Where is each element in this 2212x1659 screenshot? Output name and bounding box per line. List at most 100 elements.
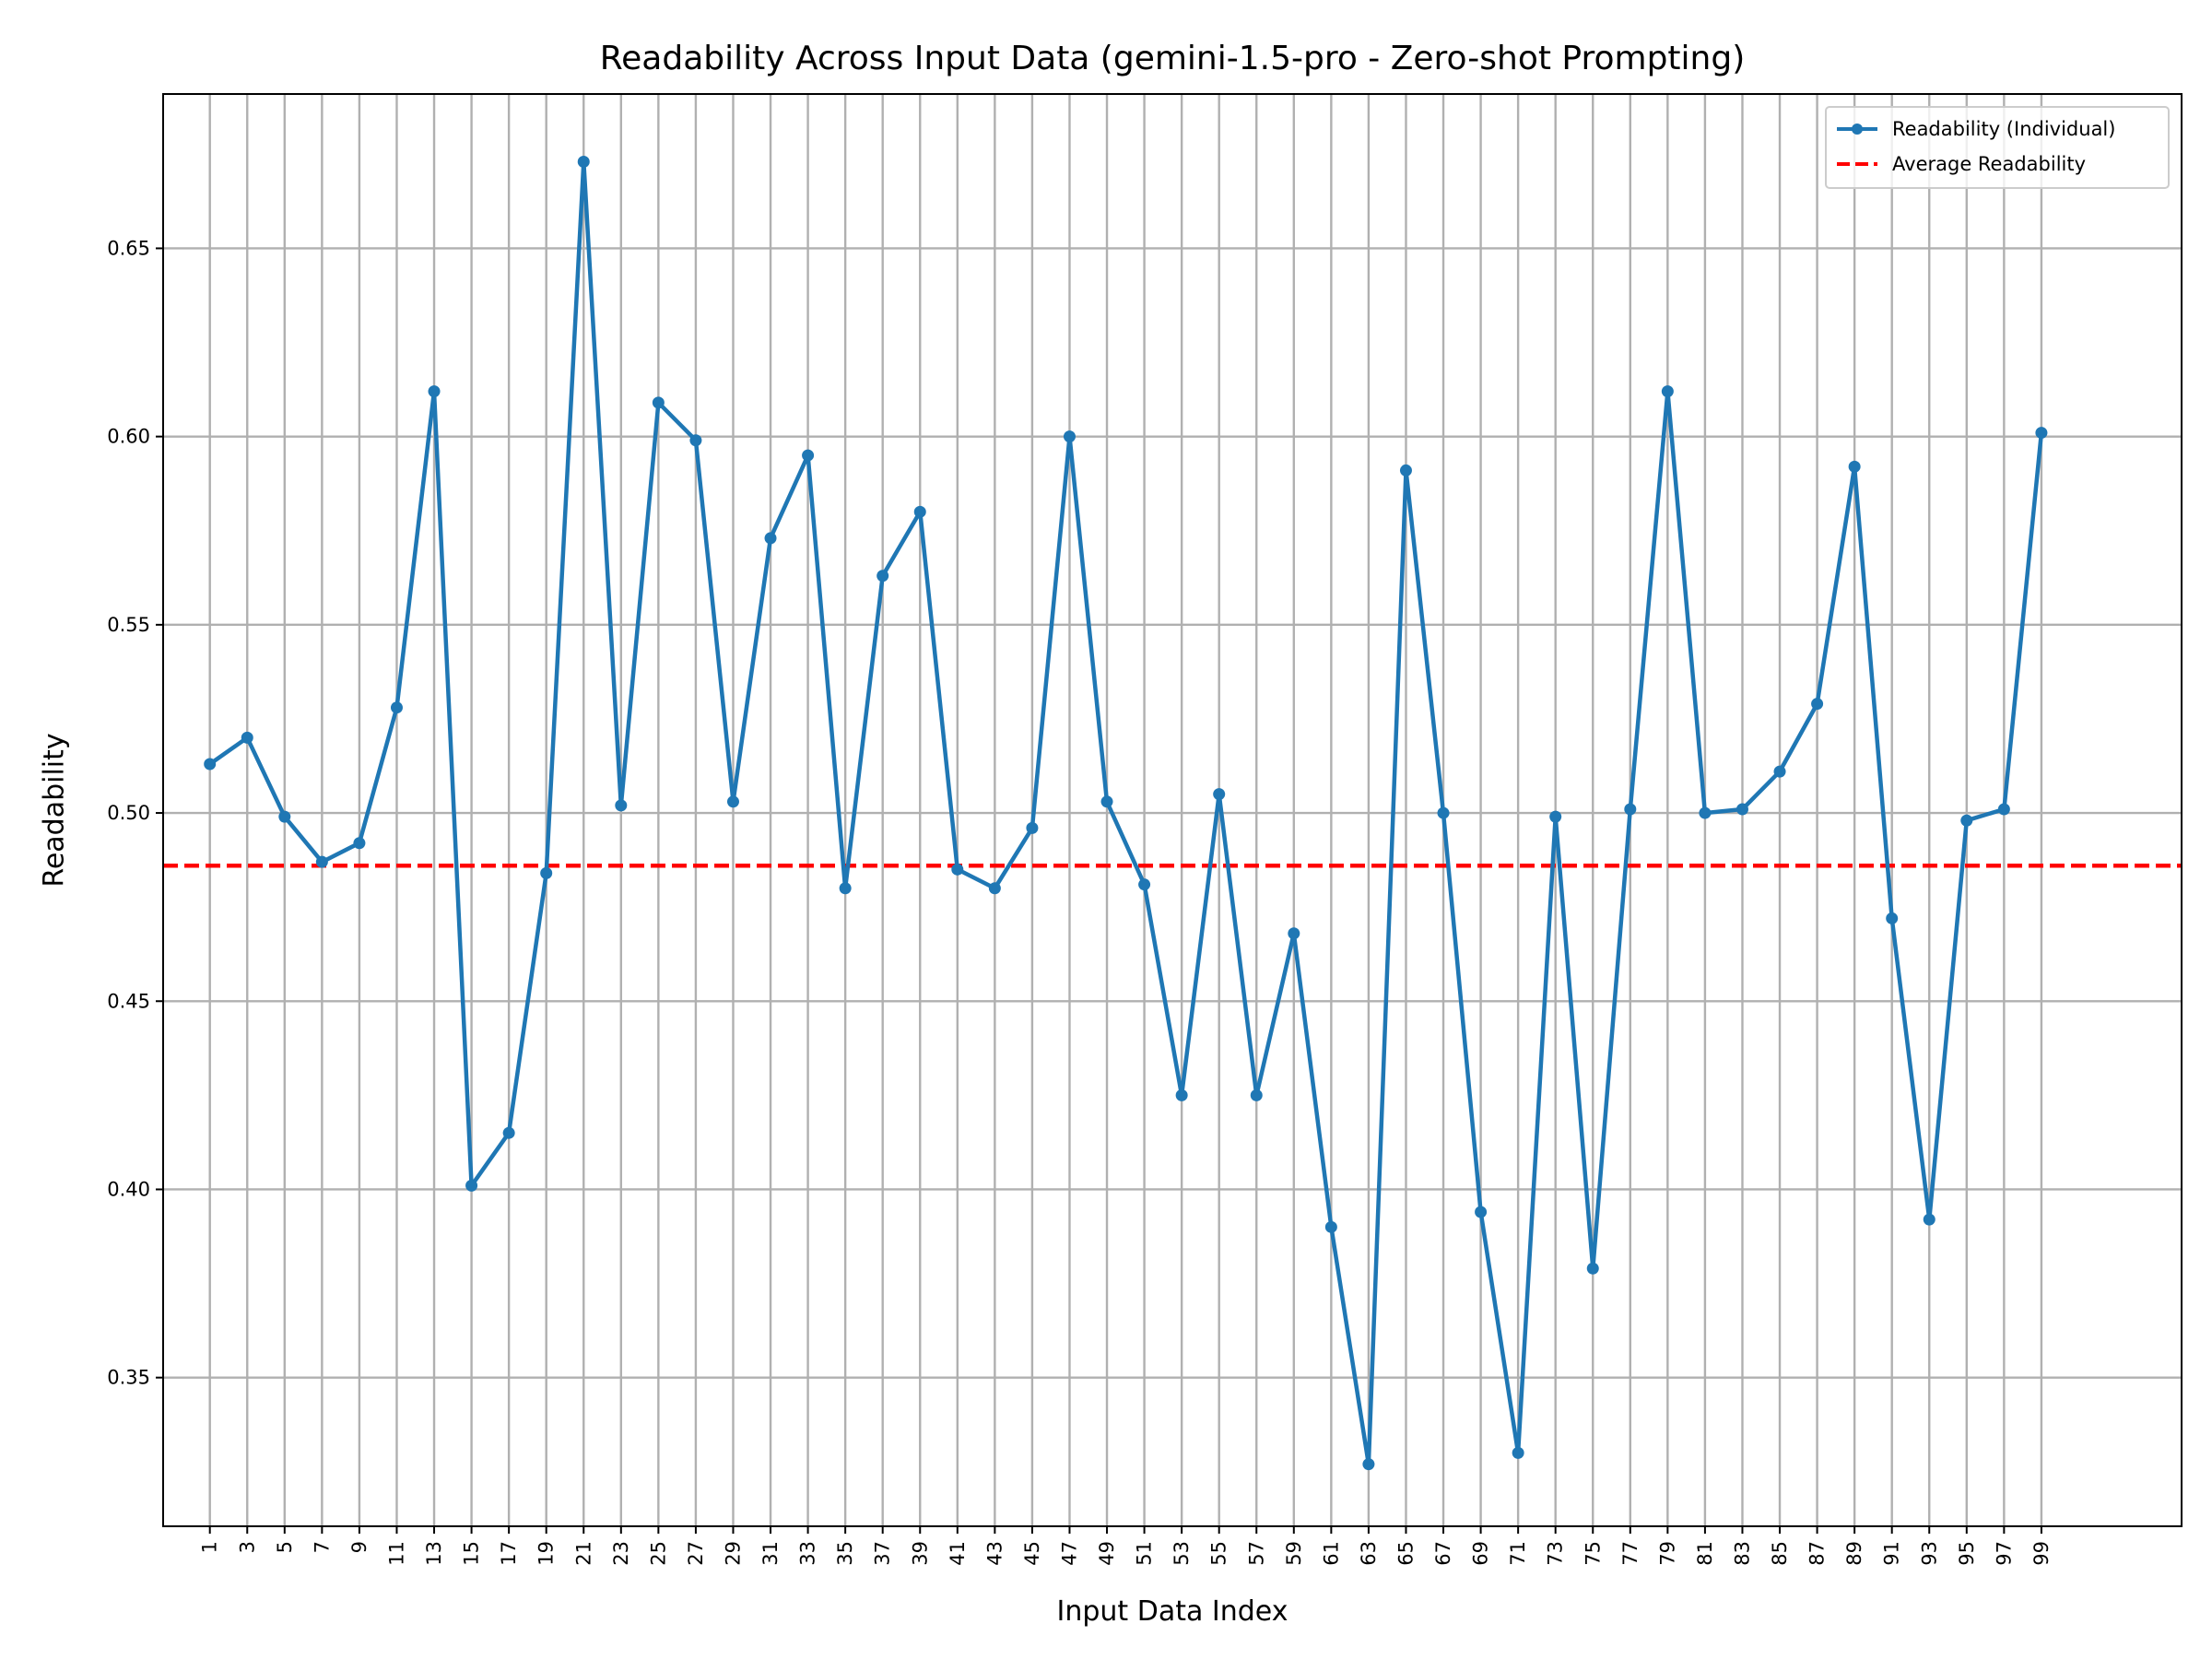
y-tick-label: 0.35 bbox=[107, 1367, 150, 1389]
readability-data-point bbox=[1026, 821, 1039, 834]
legend-box bbox=[1825, 106, 2170, 189]
readability-data-point bbox=[839, 882, 852, 895]
x-tick-label: 9 bbox=[348, 1541, 371, 1553]
x-tick-label: 75 bbox=[1582, 1541, 1604, 1566]
x-tick-label: 1 bbox=[199, 1541, 221, 1553]
readability-data-point bbox=[615, 799, 628, 812]
x-tick-label: 17 bbox=[498, 1541, 520, 1566]
x-tick-label: 83 bbox=[1731, 1541, 1753, 1566]
readability-data-point bbox=[802, 449, 815, 462]
readability-data-point bbox=[1923, 1213, 1936, 1226]
readability-series-layer bbox=[204, 156, 2048, 1471]
x-tick-label: 33 bbox=[797, 1541, 819, 1566]
x-tick-label: 87 bbox=[1806, 1541, 1829, 1566]
readability-data-point bbox=[1960, 814, 1973, 827]
readability-data-point bbox=[1399, 464, 1412, 477]
readability-data-point bbox=[1063, 430, 1076, 443]
x-tick-label: 55 bbox=[1208, 1541, 1230, 1566]
readability-data-point bbox=[1250, 1088, 1263, 1101]
x-tick-label: 77 bbox=[1619, 1541, 1641, 1566]
legend-label-individual: Readability (Individual) bbox=[1892, 118, 2115, 140]
x-tick-label: 29 bbox=[722, 1541, 744, 1566]
x-tick-label: 37 bbox=[872, 1541, 894, 1566]
x-tick-label: 99 bbox=[2030, 1541, 2053, 1566]
readability-data-point bbox=[1324, 1220, 1337, 1233]
plot-area-frame bbox=[162, 93, 2183, 1527]
x-tick-label: 7 bbox=[311, 1541, 333, 1553]
x-tick-label: 59 bbox=[1283, 1541, 1305, 1566]
y-tick-label: 0.50 bbox=[107, 802, 150, 824]
x-tick-label: 95 bbox=[1956, 1541, 1978, 1566]
readability-data-point bbox=[913, 505, 926, 518]
x-tick-label: 19 bbox=[535, 1541, 558, 1566]
readability-data-point bbox=[1213, 788, 1226, 801]
x-tick-label: 23 bbox=[610, 1541, 632, 1566]
y-tick-label: 0.45 bbox=[107, 990, 150, 1012]
readability-data-point bbox=[1512, 1446, 1524, 1459]
readability-data-point bbox=[315, 855, 328, 868]
x-tick-label: 13 bbox=[423, 1541, 445, 1566]
x-tick-label: 3 bbox=[236, 1541, 258, 1553]
legend-label-average: Average Readability bbox=[1892, 153, 2086, 175]
readability-data-point bbox=[1773, 765, 1786, 778]
x-tick-label: 81 bbox=[1694, 1541, 1716, 1566]
readability-series-line bbox=[208, 159, 2044, 1466]
readability-data-point bbox=[1886, 912, 1899, 924]
readability-data-point bbox=[1586, 1262, 1599, 1275]
chart-title: Readability Across Input Data (gemini-1.… bbox=[600, 40, 1746, 77]
readability-data-point bbox=[1811, 698, 1824, 711]
readability-data-point bbox=[390, 701, 403, 714]
readability-data-point bbox=[278, 810, 291, 823]
x-tick-label: 21 bbox=[572, 1541, 594, 1566]
readability-data-point bbox=[764, 532, 777, 545]
readability-data-point bbox=[726, 795, 739, 808]
readability-data-point bbox=[465, 1179, 478, 1192]
x-tick-label: 47 bbox=[1058, 1541, 1080, 1566]
readability-data-point bbox=[353, 837, 366, 850]
legend-marker-individual bbox=[1852, 124, 1863, 135]
x-tick-label: 51 bbox=[1134, 1541, 1156, 1566]
readability-data-point bbox=[652, 396, 665, 409]
readability-data-point bbox=[241, 731, 253, 744]
x-tick-label: 45 bbox=[1021, 1541, 1043, 1566]
x-tick-label: 63 bbox=[1358, 1541, 1380, 1566]
readability-data-point bbox=[1175, 1088, 1188, 1101]
x-tick-label: 61 bbox=[1320, 1541, 1342, 1566]
x-tick-label: 73 bbox=[1545, 1541, 1567, 1566]
readability-data-point bbox=[2035, 427, 2048, 440]
x-tick-label: 57 bbox=[1245, 1541, 1267, 1566]
y-tick-label: 0.65 bbox=[107, 237, 150, 259]
y-tick-label: 0.40 bbox=[107, 1178, 150, 1200]
x-tick-label: 89 bbox=[1843, 1541, 1865, 1566]
x-tick-label: 91 bbox=[1881, 1541, 1903, 1566]
x-tick-label: 11 bbox=[385, 1541, 407, 1566]
axis-ticks: 1 3 5 7 9 11 13 15 17 19 21 23 25 27 29 31 33 35 37 39 41 43 4… bbox=[107, 237, 2053, 1565]
y-axis-label: Readability bbox=[39, 733, 71, 887]
y-tick-label: 0.60 bbox=[107, 426, 150, 448]
x-tick-label: 41 bbox=[947, 1541, 969, 1566]
x-tick-label: 35 bbox=[834, 1541, 856, 1566]
readability-data-point bbox=[1661, 385, 1674, 398]
x-tick-label: 31 bbox=[759, 1541, 782, 1566]
x-tick-label: 27 bbox=[685, 1541, 707, 1566]
grid-lines bbox=[163, 94, 2182, 1526]
x-tick-label: 25 bbox=[647, 1541, 669, 1566]
readability-data-point bbox=[951, 863, 964, 876]
x-tick-label: 93 bbox=[1918, 1541, 1940, 1566]
x-tick-label: 67 bbox=[1432, 1541, 1454, 1566]
readability-data-point bbox=[1549, 810, 1562, 823]
x-tick-label: 15 bbox=[461, 1541, 483, 1566]
readability-data-point bbox=[540, 866, 553, 879]
x-tick-label: 69 bbox=[1470, 1541, 1492, 1566]
readability-data-point bbox=[1138, 878, 1151, 891]
y-tick-label: 0.55 bbox=[107, 614, 150, 636]
readability-data-point bbox=[1997, 803, 2010, 816]
readability-data-point bbox=[877, 570, 889, 582]
readability-data-point bbox=[1100, 795, 1113, 808]
legend: Readability (Individual) Average Readabi… bbox=[1825, 106, 2170, 189]
x-tick-label: 65 bbox=[1394, 1541, 1417, 1566]
x-tick-label: 43 bbox=[983, 1541, 1006, 1566]
readability-data-point bbox=[428, 385, 441, 398]
readability-data-point bbox=[577, 156, 590, 169]
